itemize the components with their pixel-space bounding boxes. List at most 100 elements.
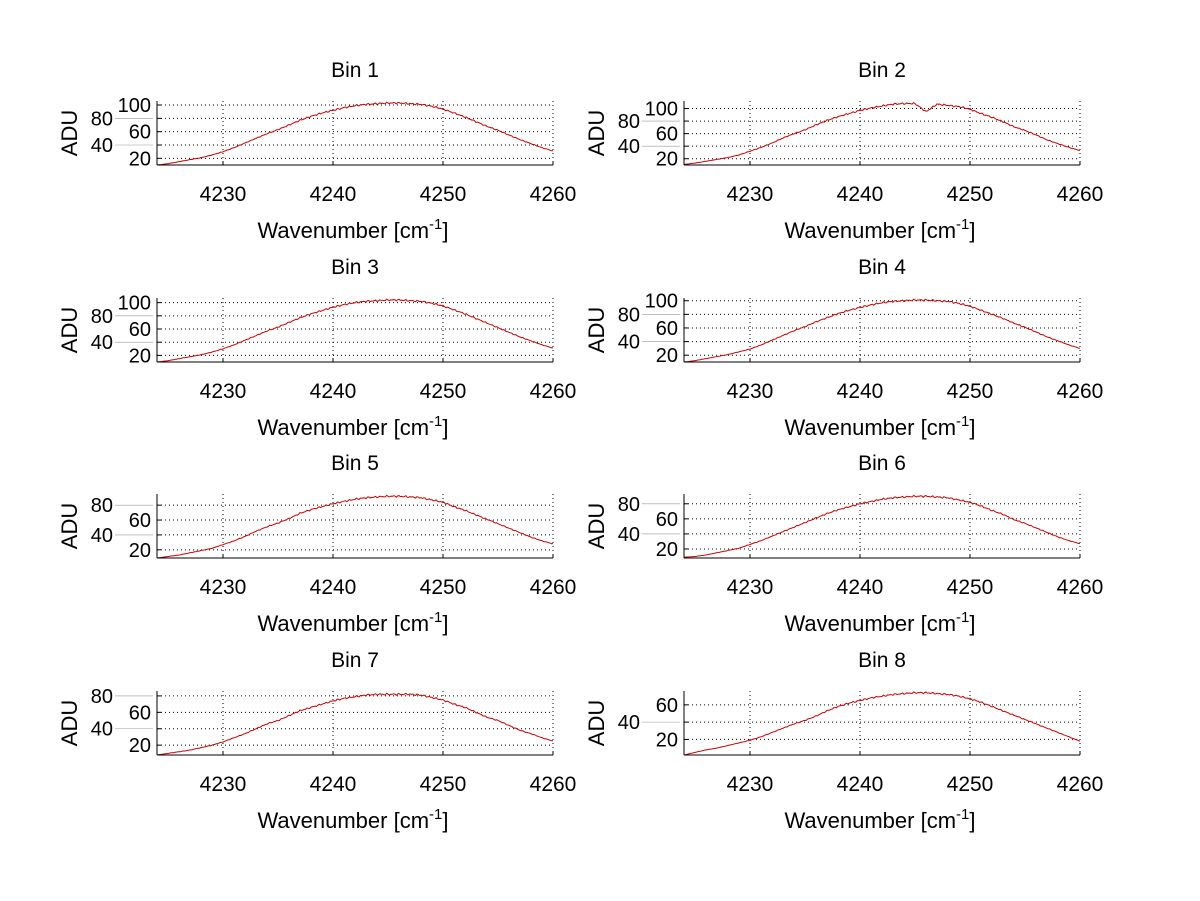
subplot-title: Bin 4	[858, 256, 906, 279]
subplot-title: Bin 7	[331, 649, 379, 672]
y-tick-label: 60	[129, 319, 151, 341]
y-tick-label: 20	[656, 539, 678, 561]
x-tick-label: 4250	[420, 380, 467, 403]
x-axis-label: Wavenumber [cm-1]	[257, 609, 448, 636]
x-tick-label: 4240	[837, 183, 884, 206]
x-axis-label-superscript: -1	[429, 609, 442, 626]
y-tick-label: 80	[618, 111, 640, 133]
x-axis-label-text: Wavenumber [cm	[784, 808, 956, 833]
x-axis-label-superscript: -1	[956, 806, 969, 823]
x-tick-label: 4260	[530, 576, 577, 599]
y-axis-label: ADU	[57, 307, 82, 353]
x-axis-label-end: ]	[969, 415, 975, 440]
y-axis-label: ADU	[584, 110, 609, 156]
subplot-bin-5: 4230 4240 4250 4260 20 40 60 80 Bin 5 Wavenumber …	[57, 452, 576, 636]
y-axis-label: ADU	[584, 307, 609, 353]
x-axis-label-superscript: -1	[956, 413, 969, 430]
x-tick-label: 4230	[727, 576, 774, 599]
x-tick-label: 4240	[310, 183, 357, 206]
x-tick-label: 4240	[837, 576, 884, 599]
y-tick-label: 80	[618, 494, 640, 516]
x-tick-label: 4250	[947, 380, 994, 403]
x-axis-label-superscript: -1	[429, 413, 442, 430]
y-tick-label: 40	[91, 719, 113, 741]
subplot-title: Bin 5	[331, 452, 379, 475]
x-tick-label: 4260	[530, 773, 577, 796]
x-axis-label: Wavenumber [cm-1]	[784, 609, 975, 636]
y-tick-label: 100	[645, 99, 678, 121]
series-line	[683, 101, 1081, 165]
y-tick-label: 100	[118, 95, 151, 117]
y-tick-label: 20	[656, 345, 678, 367]
y-tick-label: 60	[656, 318, 678, 340]
x-axis-label: Wavenumber [cm-1]	[257, 413, 448, 440]
x-axis-label: Wavenumber [cm-1]	[784, 413, 975, 440]
y-tick-label: 20	[129, 735, 151, 757]
x-axis-label-text: Wavenumber [cm	[784, 218, 956, 243]
x-tick-label: 4240	[310, 380, 357, 403]
y-tick-label: 60	[129, 702, 151, 724]
y-tick-label: 60	[656, 124, 678, 146]
y-axis-label: ADU	[584, 700, 609, 746]
y-tick-label: 100	[118, 293, 151, 315]
subplot-bin-8: 4230 4240 4250 4260 20 40 60 Bin 8 Wavenumber [c…	[584, 649, 1103, 833]
x-axis-label: Wavenumber [cm-1]	[257, 806, 448, 833]
y-tick-label: 40	[91, 332, 113, 354]
y-tick-label: 60	[129, 122, 151, 144]
x-tick-label: 4260	[1057, 576, 1104, 599]
x-axis-label-text: Wavenumber [cm	[257, 415, 429, 440]
x-axis-label-text: Wavenumber [cm	[257, 218, 429, 243]
x-axis-label-text: Wavenumber [cm	[784, 415, 956, 440]
y-tick-label: 60	[656, 695, 678, 717]
x-axis-label: Wavenumber [cm-1]	[257, 216, 448, 243]
x-tick-label: 4230	[200, 773, 247, 796]
x-tick-label: 4260	[530, 380, 577, 403]
y-tick-label: 60	[129, 510, 151, 532]
x-tick-label: 4260	[1057, 773, 1104, 796]
subplot-title: Bin 8	[858, 649, 906, 672]
x-axis-label-end: ]	[969, 611, 975, 636]
x-tick-label: 4260	[1057, 380, 1104, 403]
x-axis-label-text: Wavenumber [cm	[257, 611, 429, 636]
subplot-title: Bin 6	[858, 452, 906, 475]
x-tick-label: 4250	[420, 183, 467, 206]
x-axis-label-end: ]	[442, 611, 448, 636]
y-axis-label: ADU	[57, 110, 82, 156]
y-tick-label: 20	[129, 540, 151, 562]
x-tick-label: 4230	[727, 380, 774, 403]
y-tick-label: 20	[656, 729, 678, 751]
y-tick-label: 100	[645, 291, 678, 313]
x-tick-label: 4230	[200, 380, 247, 403]
x-tick-label: 4240	[837, 773, 884, 796]
x-axis-label: Wavenumber [cm-1]	[784, 216, 975, 243]
y-axis-label: ADU	[57, 700, 82, 746]
y-tick-label: 40	[618, 712, 640, 734]
y-tick-label: 60	[656, 509, 678, 531]
x-tick-label: 4260	[530, 183, 577, 206]
x-tick-label: 4250	[947, 576, 994, 599]
series-line	[683, 494, 1081, 558]
y-axis-label: ADU	[57, 503, 82, 549]
subplot-title: Bin 1	[331, 59, 379, 82]
y-tick-label: 20	[129, 148, 151, 170]
series-line	[683, 691, 1081, 756]
x-tick-label: 4230	[727, 183, 774, 206]
y-tick-label: 40	[91, 135, 113, 157]
x-tick-label: 4250	[420, 576, 467, 599]
y-tick-label: 40	[91, 525, 113, 547]
y-tick-label: 80	[91, 495, 113, 517]
y-tick-label: 40	[618, 136, 640, 158]
x-axis-label-end: ]	[442, 415, 448, 440]
y-tick-label: 20	[656, 149, 678, 171]
y-tick-label: 80	[91, 306, 113, 328]
y-tick-label: 80	[91, 108, 113, 130]
x-axis-label-superscript: -1	[429, 806, 442, 823]
y-tick-label: 80	[618, 304, 640, 326]
x-tick-label: 4250	[947, 183, 994, 206]
x-tick-label: 4260	[1057, 183, 1104, 206]
